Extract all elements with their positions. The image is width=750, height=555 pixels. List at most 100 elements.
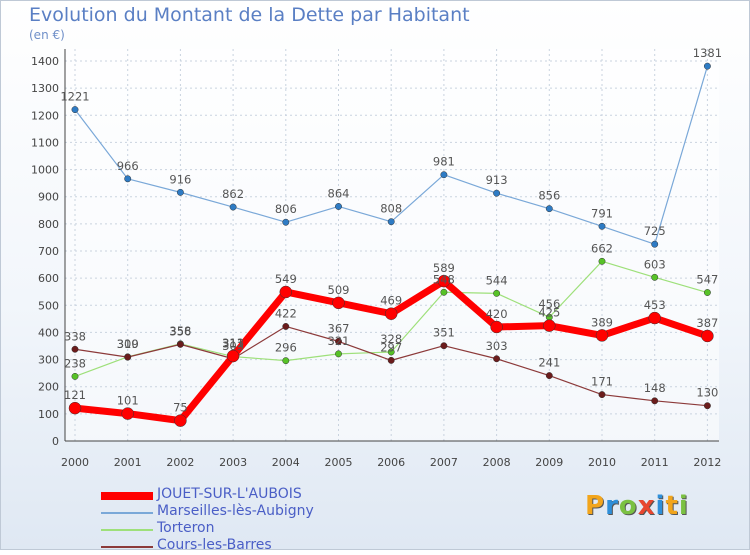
legend-label: Cours-les-Barres xyxy=(157,537,272,553)
series-jouet-point xyxy=(226,349,240,363)
series-jouet-point xyxy=(384,307,398,320)
y-tick-label: 700 xyxy=(38,245,59,258)
series-cours-point xyxy=(598,391,606,399)
data-label: 310 xyxy=(117,337,139,351)
legend-swatch xyxy=(101,546,153,548)
series-jouet-point xyxy=(490,320,503,334)
chart-title: Evolution du Montant de la Dette par Hab… xyxy=(29,4,470,26)
data-label: 313 xyxy=(222,336,244,350)
x-tick-label: 2004 xyxy=(272,456,300,469)
data-label: 549 xyxy=(275,272,297,286)
data-label: 913 xyxy=(486,173,508,187)
y-tick-label: 1100 xyxy=(31,136,59,149)
data-label: 303 xyxy=(486,339,508,353)
data-label: 981 xyxy=(433,155,455,169)
logo-letter: t xyxy=(665,491,679,521)
series-torteron-point xyxy=(387,348,395,356)
series-jouet-point xyxy=(648,311,661,325)
data-label: 548 xyxy=(433,272,455,286)
x-tick-label: 2009 xyxy=(535,456,563,469)
series-marseilles-point xyxy=(493,189,501,197)
data-label: 791 xyxy=(591,206,613,220)
legend-swatch xyxy=(101,529,153,531)
series-torteron-point xyxy=(598,257,606,265)
series-marseilles-point xyxy=(651,240,659,248)
data-label: 148 xyxy=(644,381,666,395)
series-jouet-point xyxy=(174,414,187,427)
x-tick-label: 2012 xyxy=(693,456,721,469)
x-tick-label: 2007 xyxy=(430,456,458,469)
data-label: 296 xyxy=(275,341,297,355)
series-cours-point xyxy=(71,345,79,353)
data-label: 241 xyxy=(538,356,560,370)
y-tick-label: 100 xyxy=(38,408,59,421)
chart-subtitle: (en €) xyxy=(29,28,65,42)
series-cours-point xyxy=(651,397,659,405)
x-tick-label: 2005 xyxy=(325,456,353,469)
series-jouet-point xyxy=(595,329,609,342)
x-tick-label: 2000 xyxy=(61,456,89,469)
series-cours-point xyxy=(387,356,395,364)
series-cours-point xyxy=(124,353,132,361)
data-label: 966 xyxy=(117,159,139,173)
data-label: 662 xyxy=(591,241,613,255)
data-label: 422 xyxy=(275,306,297,320)
series-marseilles-point xyxy=(387,218,395,226)
series-cours-point xyxy=(440,342,448,350)
legend-label: Torteron xyxy=(157,520,215,536)
data-label: 358 xyxy=(169,324,191,338)
series-cours-point xyxy=(335,337,342,345)
y-tick-label: 0 xyxy=(52,435,59,448)
x-tick-label: 2001 xyxy=(114,456,142,469)
series-cours-point xyxy=(703,402,711,410)
data-label: 453 xyxy=(644,298,666,312)
data-label: 862 xyxy=(222,187,244,201)
data-label: 420 xyxy=(486,307,508,321)
logo-letter: i xyxy=(678,491,689,521)
data-label: 75 xyxy=(173,401,188,415)
y-tick-label: 1200 xyxy=(31,109,59,122)
data-label: 171 xyxy=(591,375,613,389)
plot-area xyxy=(65,49,719,441)
data-label: 303 xyxy=(222,339,244,353)
series-torteron-point xyxy=(335,350,342,358)
y-tick-label: 400 xyxy=(38,326,59,339)
data-label: 367 xyxy=(328,321,350,335)
series-cours-point xyxy=(545,372,553,380)
x-tick-label: 2003 xyxy=(219,456,247,469)
series-cours-point xyxy=(282,323,290,330)
series-jouet-point xyxy=(701,329,714,343)
data-label: 130 xyxy=(696,386,718,400)
series-marseilles-point xyxy=(598,222,606,230)
logo-letter: P xyxy=(585,491,606,521)
series-marseilles-point xyxy=(703,62,711,70)
legend-label: JOUET-SUR-L'AUBOIS xyxy=(157,486,302,502)
data-label: 509 xyxy=(328,283,350,297)
x-tick-label: 2006 xyxy=(377,456,405,469)
series-marseilles-point xyxy=(335,203,342,210)
data-label: 469 xyxy=(380,294,402,308)
logo-letter: o xyxy=(618,491,638,521)
data-label: 387 xyxy=(696,316,718,330)
data-label: 589 xyxy=(433,261,455,275)
y-tick-label: 1300 xyxy=(31,82,59,95)
series-torteron-point xyxy=(493,289,501,297)
x-tick-label: 2002 xyxy=(166,456,194,469)
series-marseilles-point xyxy=(282,218,290,226)
data-label: 321 xyxy=(328,334,350,348)
data-label: 856 xyxy=(538,189,560,203)
legend-label: Marseilles-lès-Aubigny xyxy=(157,503,314,519)
data-label: 456 xyxy=(538,297,560,311)
data-label: 425 xyxy=(538,306,560,320)
data-label: 338 xyxy=(64,329,86,343)
data-label: 311 xyxy=(222,337,244,351)
data-label: 351 xyxy=(433,326,455,340)
data-label: 101 xyxy=(117,394,139,408)
y-tick-label: 800 xyxy=(38,218,59,231)
data-label: 1221 xyxy=(60,90,89,104)
data-label: 725 xyxy=(644,224,666,238)
proxiti-logo: Proxiti xyxy=(585,491,689,521)
legend-swatch xyxy=(101,492,153,500)
logo-letter: x xyxy=(637,491,656,521)
